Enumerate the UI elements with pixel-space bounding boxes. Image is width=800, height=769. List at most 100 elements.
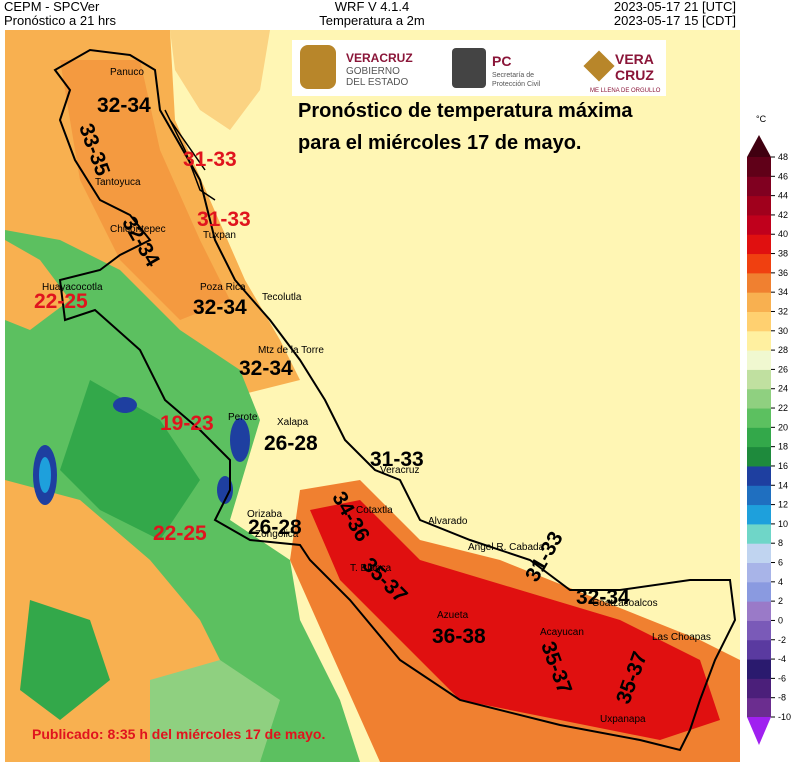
city-label: T. Blanca — [350, 563, 392, 574]
range-label: 32-34 — [193, 296, 247, 319]
map-field — [5, 30, 740, 762]
colorbar-over — [747, 135, 771, 157]
city-label: Huayacocotla — [42, 282, 103, 293]
colorbar-bin — [747, 485, 771, 506]
colorbar-bin — [747, 330, 771, 351]
colorbar-bin — [747, 214, 771, 235]
colorbar-bin — [747, 427, 771, 448]
city-label: Poza Rica — [200, 282, 246, 293]
range-label: 26-28 — [248, 516, 302, 539]
header-left: Pronóstico a 21 hrs — [4, 13, 117, 28]
colorbar-bin — [747, 234, 771, 255]
city-label: Panuco — [110, 67, 144, 78]
colorbar-tick-label: 34 — [778, 287, 788, 297]
city-label: Orizaba — [247, 509, 282, 520]
colorbar-bin — [747, 639, 771, 660]
city-label: Coatzacoalcos — [592, 598, 658, 609]
colorbar-tick-label: 30 — [778, 326, 788, 336]
colorbar-bin — [747, 581, 771, 602]
city-label: Azueta — [437, 610, 469, 621]
colorbar-bin — [747, 504, 771, 525]
logo-text: VERACRUZ — [346, 51, 413, 65]
colorbar-bin — [747, 659, 771, 679]
colorbar-tick-label: 42 — [778, 210, 788, 220]
colorbar-unit: °C — [756, 114, 767, 124]
range-label: 31-33 — [183, 148, 237, 171]
colorbar-bin — [747, 562, 771, 583]
range-label: 22-25 — [153, 522, 207, 545]
colorbar-tick-label: -10 — [778, 712, 791, 722]
pc-shield — [452, 48, 486, 88]
colorbar-tick-label: 20 — [778, 422, 788, 432]
colorbar-bin — [747, 697, 771, 718]
range-label: 36-38 — [432, 625, 486, 648]
colorbar-bin — [747, 157, 771, 177]
colorbar-bin — [747, 620, 771, 641]
city-label: Tuxpan — [203, 230, 236, 241]
header-right: 2023-05-17 21 [UTC] — [614, 0, 736, 14]
range-label: 31-33 — [197, 208, 251, 231]
colorbar-tick-label: 40 — [778, 229, 788, 239]
header-center: Temperatura a 2m — [319, 13, 425, 28]
logo-text: ME LLENA DE ORGULLO — [590, 88, 661, 94]
colorbar-tick-label: 6 — [778, 558, 783, 568]
state-shield — [300, 45, 336, 89]
logo-text: GOBIERNO — [346, 66, 400, 77]
colorbar-bin — [747, 272, 771, 293]
logo-text: Secretaría de — [492, 72, 534, 79]
colorbar-tick-label: 26 — [778, 364, 788, 374]
footer: Publicado: 8:35 h del miércoles 17 de ma… — [32, 726, 325, 742]
logo-text: Protección Civil — [492, 81, 541, 88]
range-label: 22-25 — [34, 290, 88, 313]
colorbar-bin — [747, 195, 771, 216]
range-label: 19-23 — [160, 412, 214, 435]
colorbar-tick-label: 2 — [778, 596, 783, 606]
colorbar-bin — [747, 253, 771, 274]
city-label: Chicontepec — [110, 224, 166, 235]
colorbar-tick-label: 10 — [778, 519, 788, 529]
logo-text: VERA — [615, 51, 654, 67]
city-label: Mtz de la Torre — [258, 345, 324, 356]
logo-text: CRUZ — [615, 67, 654, 83]
colorbar-tick-label: 36 — [778, 268, 788, 278]
colorbar-bin — [747, 388, 771, 409]
logo-text: PC — [492, 53, 511, 69]
colorbar-bin — [747, 311, 771, 332]
colorbar-bin — [747, 350, 771, 370]
city-label: Tantoyuca — [95, 177, 141, 188]
colorbar-tick-label: 24 — [778, 384, 788, 394]
range-label: 26-28 — [264, 432, 318, 455]
header-right: 2023-05-17 15 [CDT] — [614, 13, 736, 28]
colorbar-tick-label: 44 — [778, 191, 788, 201]
colorbar-tick-label: 14 — [778, 480, 788, 490]
city-label: Zongolica — [255, 529, 299, 540]
colorbar-bin — [747, 678, 771, 699]
colorbar-tick-label: 38 — [778, 249, 788, 259]
colorbar-tick-label: -8 — [778, 693, 786, 703]
header-left: CEPM - SPCVer — [4, 0, 100, 14]
colorbar-tick-label: 22 — [778, 403, 788, 413]
colorbar-tick-label: 16 — [778, 461, 788, 471]
range-label: 31-33 — [370, 448, 424, 471]
colorbar-bin — [747, 292, 771, 312]
city-label: Las Choapas — [652, 632, 711, 643]
colorbar-tick-label: 8 — [778, 538, 783, 548]
city-label: Alvarado — [428, 516, 468, 527]
range-label: 32-34 — [576, 586, 630, 609]
city-label: Cotaxtla — [356, 505, 393, 516]
colorbar-tick-label: 0 — [778, 615, 783, 625]
colorbar-tick-label: 28 — [778, 345, 788, 355]
colorbar-bin — [747, 369, 771, 390]
colorbar-bin — [747, 601, 771, 621]
range-label: 32-34 — [239, 357, 293, 380]
colorbar-tick-label: 12 — [778, 500, 788, 510]
city-label: Veracruz — [380, 465, 419, 476]
city-label: Tecolutla — [262, 292, 302, 303]
title: para el miércoles 17 de mayo. — [298, 132, 582, 154]
colorbar-bin — [747, 523, 771, 544]
city-label: Angel R. Cabada — [468, 542, 545, 553]
colorbar-tick-label: 18 — [778, 442, 788, 452]
header-center: WRF V 4.1.4 — [335, 0, 409, 14]
colorbar-bin — [747, 446, 771, 467]
